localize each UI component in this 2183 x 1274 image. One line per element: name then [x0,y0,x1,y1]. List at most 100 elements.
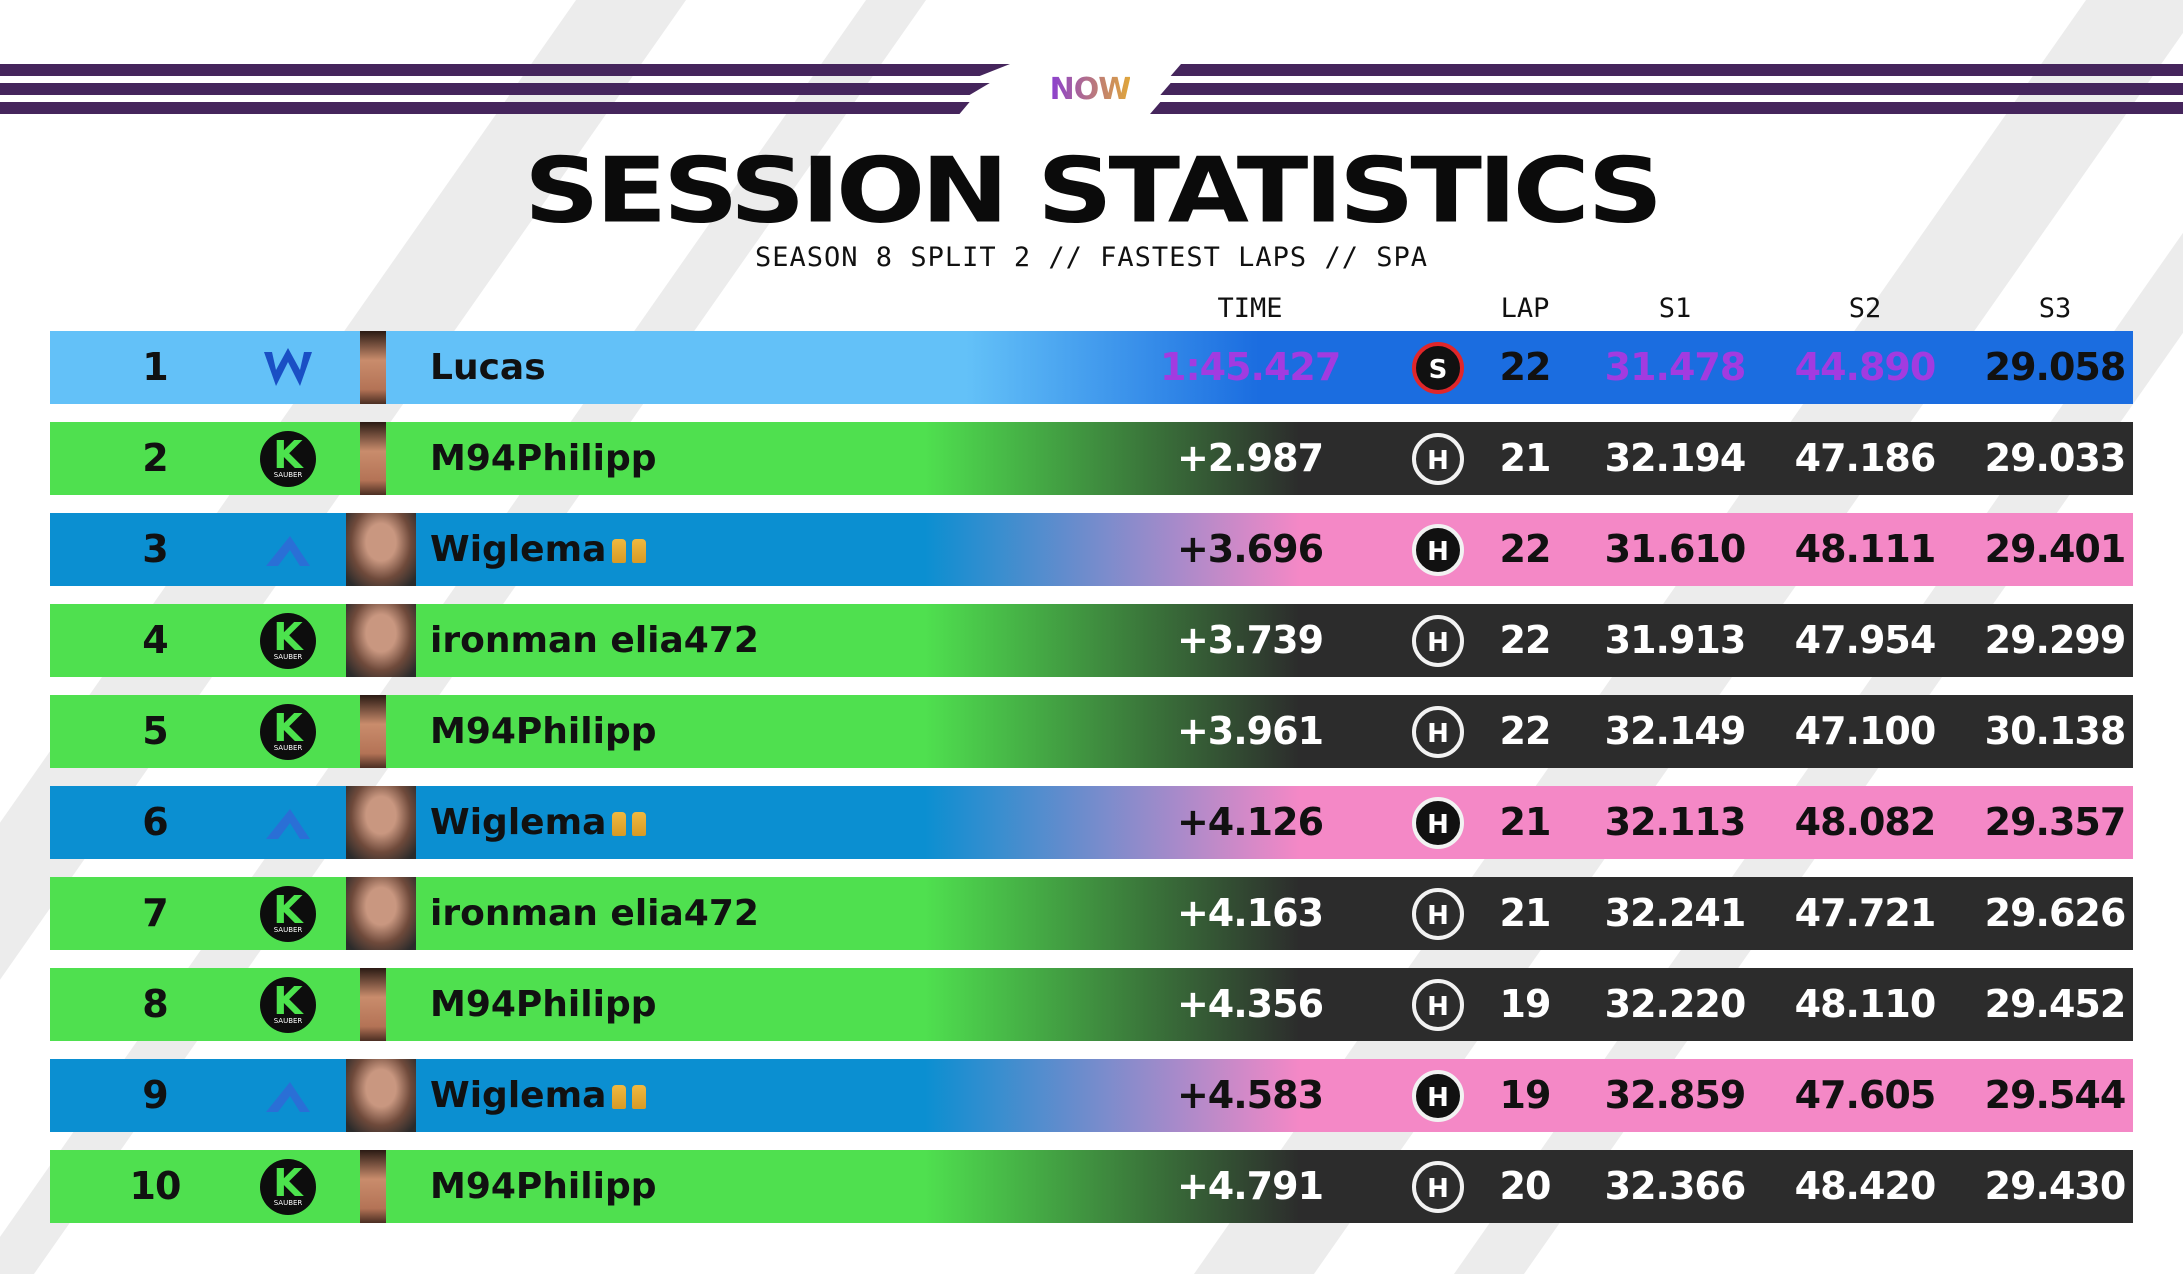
sector3-cell: 29.544 [1984,1073,2127,1117]
sector3-cell: 29.299 [1984,618,2127,662]
table-row: 6 Wiglema +4.126 H 21 32.113 48.082 29.357 [50,786,2133,859]
driver-name-text: Wiglema [430,529,607,570]
bar-line [0,83,990,95]
table-row: 2 K SAUBER M94Philipp +2.987 H 21 32.194 47.186 2… [50,422,2133,495]
sector1-cell: 32.366 [1604,1164,1747,1208]
lap-number-cell: 19 [1499,982,1552,1026]
driver-name: Wiglema [430,513,647,586]
lap-time-cell: +4.356 [1176,982,1324,1026]
lap-time-cell: +2.987 [1176,436,1324,480]
sauber-caption: SAUBER [273,653,303,661]
sauber-k-glyph: K [273,615,303,659]
driver-avatar [360,968,386,1041]
sauber-logo-icon: K SAUBER [260,1159,316,1215]
hard-tyre-icon: H [1412,1070,1464,1122]
sauber-logo-icon: K SAUBER [260,886,316,942]
bar-line [1160,83,2183,95]
sector1-cell: 31.610 [1604,527,1747,571]
williams-w-glyph [264,348,312,386]
header-bar-right [1150,64,2183,114]
trophy-icon [612,812,627,836]
lap-number-cell: 21 [1499,436,1552,480]
tyre-compound-label: H [1427,628,1449,658]
sector3-cell: 29.033 [1984,436,2127,480]
bar-line [0,64,1010,76]
sector2-cell: 48.111 [1794,527,1937,571]
table-row: 1 Lucas 1:45.427 S 22 31.478 44.890 29.058 [50,331,2133,404]
sauber-caption: SAUBER [273,926,303,934]
position-cell: 1 [142,345,168,389]
table-row: 8 K SAUBER M94Philipp +4.356 H 19 32.220 48.110 2… [50,968,2133,1041]
driver-name-text: Lucas [430,347,546,388]
tyre-compound-label: H [1427,810,1449,840]
lap-number-cell: 21 [1499,800,1552,844]
lap-time-cell: +3.739 [1176,618,1324,662]
hard-tyre-icon: H [1412,615,1464,667]
driver-name: M94Philipp [430,968,657,1041]
hard-tyre-icon: H [1412,433,1464,485]
tyre-compound-label: H [1427,1174,1449,1204]
lap-number-cell: 20 [1499,1164,1552,1208]
driver-name: Wiglema [430,1059,647,1132]
williams-logo-icon [260,340,316,396]
driver-name-text: Wiglema [430,1075,607,1116]
lap-number-cell: 22 [1499,709,1552,753]
sector3-cell: 29.452 [1984,982,2127,1026]
sector2-cell: 47.186 [1794,436,1937,480]
driver-avatar [346,786,416,859]
sauber-k-glyph: K [273,706,303,750]
logo-text: NOW [1045,72,1135,107]
hard-tyre-icon: H [1412,979,1464,1031]
alpine-a-glyph [266,536,310,566]
sauber-k-glyph: K [273,1161,303,1205]
driver-name: ironman elia472 [430,877,759,950]
position-cell: 9 [142,1073,168,1117]
hard-tyre-icon: H [1412,1161,1464,1213]
sector2-cell: 48.110 [1794,982,1937,1026]
sector2-cell: 47.605 [1794,1073,1937,1117]
tyre-compound-label: H [1427,537,1449,567]
sector1-cell: 32.149 [1604,709,1747,753]
sector2-cell: 47.100 [1794,709,1937,753]
trophy-icon [632,812,647,836]
alpine-a-glyph [266,1082,310,1112]
sauber-logo-icon: K SAUBER [260,431,316,487]
sector2-cell: 44.890 [1794,345,1937,389]
sector1-cell: 32.220 [1604,982,1747,1026]
hard-tyre-icon: H [1412,888,1464,940]
hard-tyre-icon: H [1412,706,1464,758]
alpine-logo-icon [260,1068,316,1124]
driver-avatar [360,695,386,768]
sauber-caption: SAUBER [273,471,303,479]
lap-time-cell: 1:45.427 [1160,345,1341,389]
sauber-logo-icon: K SAUBER [260,613,316,669]
sector2-cell: 48.420 [1794,1164,1937,1208]
now-logo: NOW [1045,66,1135,118]
sector3-cell: 29.626 [1984,891,2127,935]
table-row: 10 K SAUBER M94Philipp +4.791 H 20 32.366 48.420… [50,1150,2133,1223]
column-header-lap: LAP [1500,293,1550,324]
driver-name: M94Philipp [430,695,657,768]
driver-avatar [346,1059,416,1132]
driver-name-text: ironman elia472 [430,620,759,661]
lap-number-cell: 19 [1499,1073,1552,1117]
tyre-compound-label: H [1427,446,1449,476]
sector1-cell: 32.194 [1604,436,1747,480]
logo-wordmark: NOW [1049,72,1132,107]
bar-line [1170,64,2183,76]
trophy-icon [632,539,647,563]
sector3-cell: 29.430 [1984,1164,2127,1208]
driver-name: M94Philipp [430,422,657,495]
driver-name: ironman elia472 [430,604,759,677]
lap-number-cell: 22 [1499,527,1552,571]
alpine-a-glyph [266,809,310,839]
driver-name-text: M94Philipp [430,1166,657,1207]
sauber-k-glyph: K [273,888,303,932]
sector1-cell: 31.478 [1604,345,1747,389]
position-cell: 4 [142,618,168,662]
sector1-cell: 32.859 [1604,1073,1747,1117]
table-row: 5 K SAUBER M94Philipp +3.961 H 22 32.149 47.100 3… [50,695,2133,768]
driver-avatar [360,1150,386,1223]
tyre-compound-label: H [1427,1083,1449,1113]
position-cell: 5 [142,709,168,753]
